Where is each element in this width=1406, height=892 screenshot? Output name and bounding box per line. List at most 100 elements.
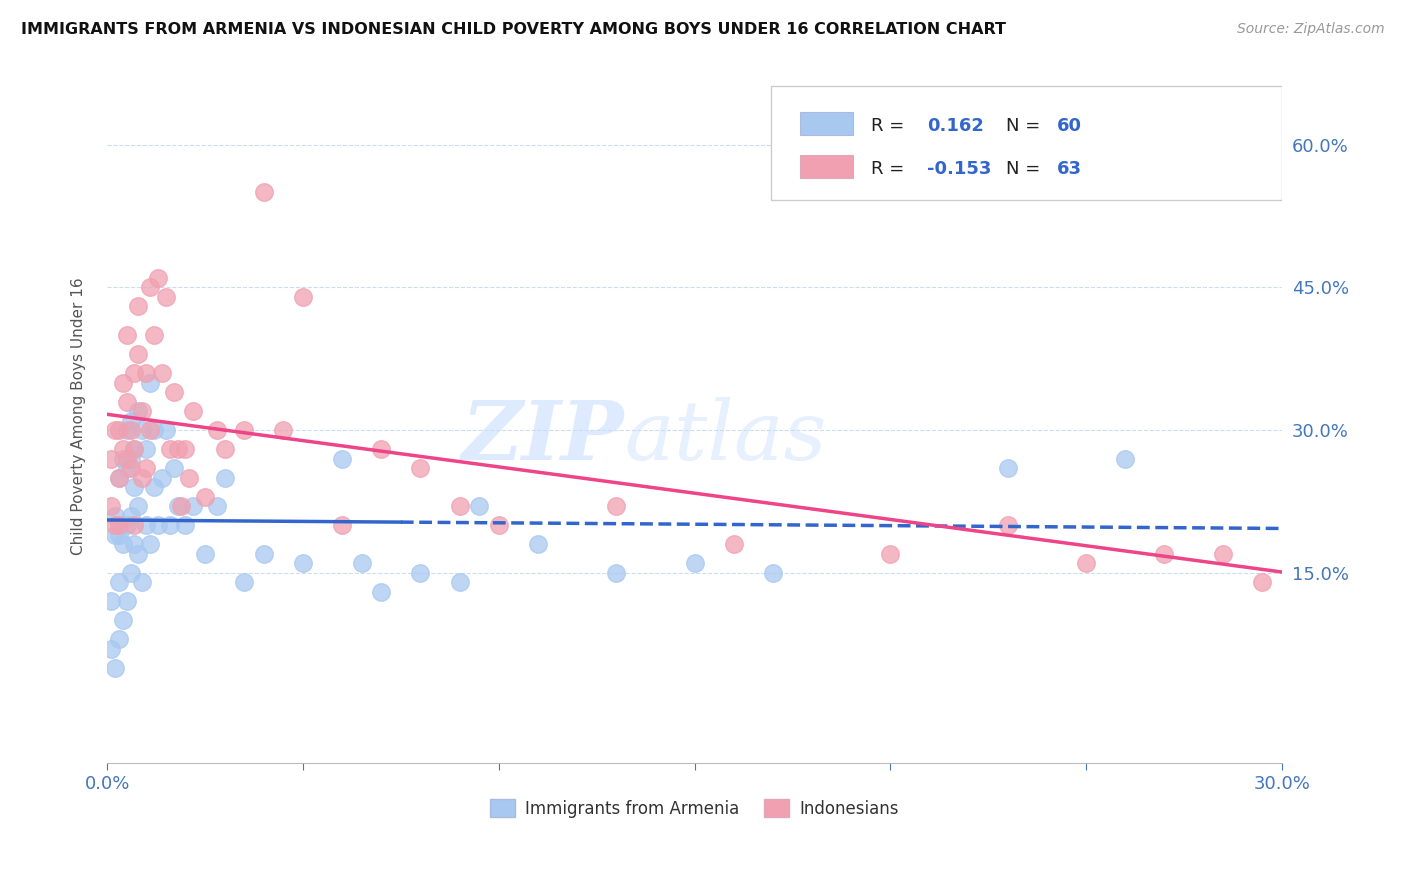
Point (143, 480, 166, 494)
Point (124, 442, 146, 457)
Point (111, 537, 134, 551)
Point (997, 461, 1019, 475)
Point (120, 423, 142, 437)
Point (233, 423, 256, 437)
Point (1114, 451, 1136, 466)
Point (104, 508, 127, 523)
Text: R =: R = (870, 117, 910, 136)
Point (233, 575, 256, 590)
Point (120, 451, 142, 466)
Point (131, 404, 153, 418)
Text: 0.162: 0.162 (927, 117, 984, 136)
Point (100, 500, 122, 514)
Point (1076, 557, 1098, 571)
Point (108, 471, 131, 485)
Point (155, 423, 177, 437)
Point (131, 471, 153, 485)
Point (179, 471, 201, 485)
Point (115, 451, 138, 466)
Text: 63: 63 (1056, 161, 1081, 178)
Point (1388, 604, 1406, 618)
Point (879, 547, 901, 561)
Point (174, 518, 197, 533)
Point (135, 366, 157, 380)
Point (449, 500, 471, 514)
Point (120, 508, 142, 523)
FancyBboxPatch shape (800, 112, 853, 135)
Point (330, 518, 353, 533)
Point (124, 537, 146, 551)
Point (350, 557, 373, 571)
Text: -0.153: -0.153 (927, 161, 991, 178)
FancyBboxPatch shape (770, 86, 1282, 201)
Point (1368, 547, 1391, 561)
Point (1291, 547, 1313, 561)
Point (291, 290, 314, 304)
Point (127, 347, 149, 361)
Point (1381, 585, 1403, 599)
Point (370, 585, 392, 599)
Point (449, 575, 471, 590)
Point (997, 518, 1019, 533)
Point (488, 518, 510, 533)
Point (111, 442, 134, 457)
Point (104, 423, 127, 437)
Point (1348, 557, 1371, 571)
Point (150, 471, 173, 485)
Point (115, 594, 138, 608)
Point (127, 404, 149, 418)
Text: N =: N = (1005, 161, 1046, 178)
Point (166, 442, 188, 457)
Point (762, 566, 785, 580)
Point (143, 327, 166, 342)
Point (1212, 547, 1234, 561)
Point (723, 537, 745, 551)
FancyBboxPatch shape (800, 155, 853, 178)
Point (120, 566, 142, 580)
Point (115, 518, 138, 533)
Point (127, 500, 149, 514)
Point (155, 290, 177, 304)
Point (124, 518, 146, 533)
Text: Source: ZipAtlas.com: Source: ZipAtlas.com (1237, 22, 1385, 37)
Point (115, 423, 138, 437)
Point (194, 490, 217, 504)
Point (214, 442, 236, 457)
Point (131, 575, 153, 590)
Point (330, 451, 353, 466)
Point (111, 376, 134, 390)
Point (605, 566, 627, 580)
Point (120, 414, 142, 428)
Point (163, 385, 186, 400)
Point (139, 423, 162, 437)
Point (159, 518, 181, 533)
Point (120, 461, 142, 475)
Point (271, 423, 294, 437)
Point (139, 280, 162, 294)
Point (104, 661, 127, 675)
Point (181, 404, 204, 418)
Point (527, 537, 550, 551)
Point (194, 547, 217, 561)
Legend: Immigrants from Armenia, Indonesians: Immigrants from Armenia, Indonesians (484, 793, 905, 824)
Point (1310, 575, 1333, 590)
Point (135, 442, 157, 457)
Point (291, 557, 314, 571)
Point (115, 394, 138, 409)
Point (143, 423, 166, 437)
Point (111, 614, 134, 628)
Text: ZIP: ZIP (461, 397, 624, 476)
Point (108, 471, 131, 485)
Point (159, 442, 181, 457)
Point (104, 528, 127, 542)
Point (205, 423, 228, 437)
Point (124, 442, 146, 457)
Point (131, 423, 153, 437)
Point (409, 566, 432, 580)
Point (146, 518, 169, 533)
Point (135, 518, 157, 533)
Point (124, 480, 146, 494)
Point (1153, 547, 1175, 561)
Text: atlas: atlas (624, 397, 827, 476)
Point (115, 327, 138, 342)
